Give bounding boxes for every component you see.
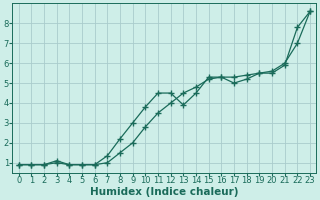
X-axis label: Humidex (Indice chaleur): Humidex (Indice chaleur) xyxy=(90,187,239,197)
